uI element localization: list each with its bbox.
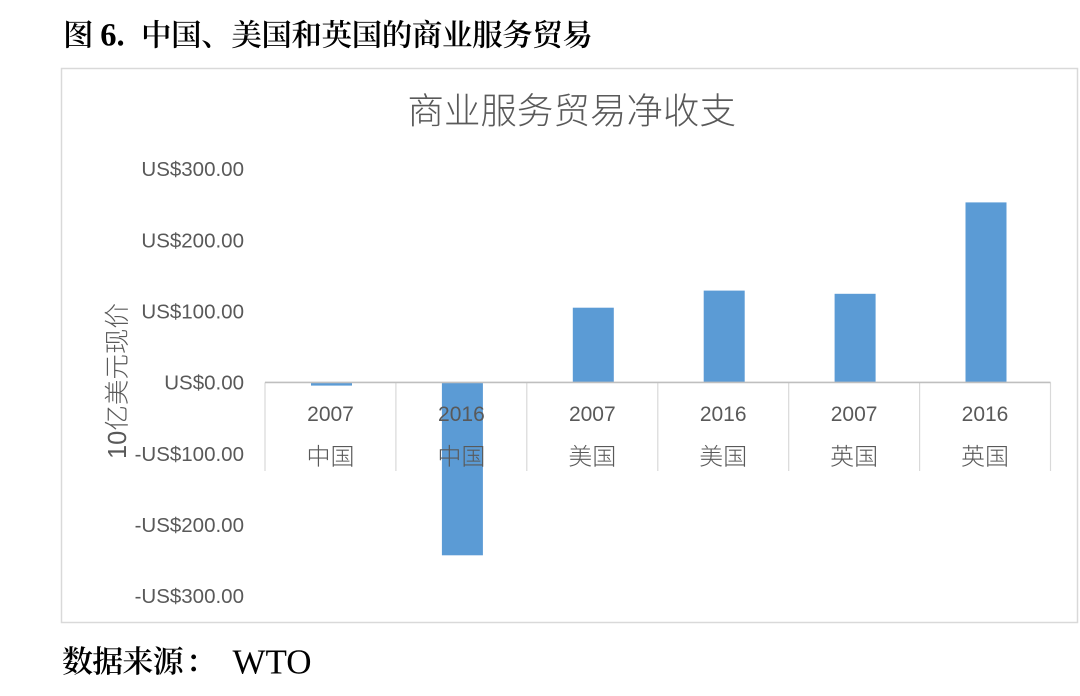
svg-text:2007: 2007 bbox=[831, 403, 878, 426]
svg-text:-US$100.00: -US$100.00 bbox=[135, 443, 244, 466]
svg-text:-US$200.00: -US$200.00 bbox=[135, 514, 244, 537]
svg-text:10: 10 bbox=[104, 431, 132, 459]
svg-text:6.: 6. bbox=[100, 18, 124, 54]
svg-text:2016: 2016 bbox=[438, 403, 485, 426]
svg-text:US$300.00: US$300.00 bbox=[141, 158, 244, 181]
svg-text:2016: 2016 bbox=[700, 403, 747, 426]
svg-text:US$0.00: US$0.00 bbox=[164, 372, 244, 395]
svg-text:US$200.00: US$200.00 bbox=[141, 229, 244, 252]
svg-text:WTO: WTO bbox=[233, 643, 312, 682]
svg-text:-US$300.00: -US$300.00 bbox=[135, 585, 244, 608]
svg-text:2007: 2007 bbox=[307, 403, 354, 426]
svg-text:2016: 2016 bbox=[962, 403, 1009, 426]
svg-text:US$100.00: US$100.00 bbox=[141, 301, 244, 324]
svg-text:2007: 2007 bbox=[569, 403, 616, 426]
